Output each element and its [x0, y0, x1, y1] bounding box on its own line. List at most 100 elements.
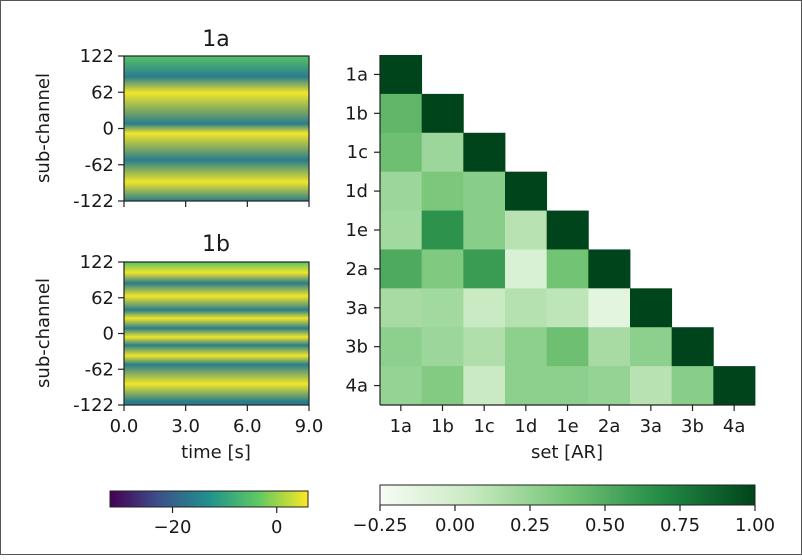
- matrix-cell-3b-1d: [505, 327, 548, 367]
- matrix-cell-4a-1e: [546, 366, 589, 406]
- matrix-cell-1e-1b: [421, 210, 464, 250]
- matrix-cell-2a-2a: [588, 249, 631, 289]
- matrix-xticks: 1a 1b 1c 1d 1e 2a 3a 3b 4a: [390, 405, 745, 437]
- colorbar-greens-tick-label: 0.00: [435, 515, 475, 536]
- matrix-cell-1b-1b: [421, 93, 464, 134]
- matrix-yticks: 1a 1b 1c 1d 1e 2a 3a 3b 4a: [345, 64, 380, 397]
- panel-1a-heatmap: [124, 56, 309, 201]
- colorbar-viridis-gradient: [110, 491, 308, 507]
- matrix-cell-1c-1a: [380, 132, 423, 173]
- matrix-cell-1d-1a: [380, 171, 423, 211]
- matrix-cell-2a-1d: [505, 249, 548, 289]
- colorbar-viridis-tick-label: 0: [271, 517, 282, 538]
- matrix-cell-2a-1c: [463, 249, 506, 289]
- matrix-cell-1e-1d: [505, 210, 548, 250]
- matrix-xtick-label: 1d: [514, 416, 537, 437]
- matrix-cell-4a-1a: [380, 366, 423, 406]
- matrix-cell-4a-1c: [463, 366, 506, 406]
- matrix-xtick-label: 4a: [723, 416, 745, 437]
- matrix-ytick-label: 3a: [346, 298, 368, 319]
- colorbar-viridis: −20 0: [109, 490, 309, 538]
- panel-1b-xtick-label: 6.0: [233, 416, 262, 437]
- matrix-cell-3a-1b: [421, 288, 464, 328]
- matrix-cell-3a-1d: [505, 288, 548, 328]
- colorbar-greens-tick-label: 0.50: [585, 515, 625, 536]
- matrix-ytick-label: 2a: [346, 259, 368, 280]
- panel-1b-ytick-label: 0: [103, 324, 114, 345]
- matrix-cell-3a-1c: [463, 288, 506, 328]
- correlation-cells: [380, 55, 756, 406]
- matrix-ytick-label: 1c: [347, 142, 368, 163]
- matrix-cell-4a-3a: [630, 366, 673, 406]
- panel-1a-ytick-label: 122: [80, 46, 114, 67]
- colorbar-greens-tick-label: 0.75: [660, 515, 700, 536]
- matrix-cell-2a-1e: [546, 249, 589, 289]
- matrix-xtick-label: 1a: [390, 416, 412, 437]
- matrix-cell-3b-1e: [546, 327, 589, 367]
- matrix-xtick-label: 3b: [681, 416, 704, 437]
- panel-1b-ytick-label: 62: [91, 288, 114, 309]
- matrix-ytick-label: 1a: [346, 64, 368, 85]
- matrix-xtick-label: 1e: [556, 416, 579, 437]
- matrix-ytick-label: 4a: [346, 376, 368, 397]
- colorbar-viridis-ticks: −20 0: [154, 507, 282, 538]
- matrix-cell-1d-1d: [505, 171, 548, 211]
- matrix-cell-1e-1a: [380, 210, 423, 250]
- matrix-cell-4a-1b: [421, 366, 464, 406]
- panel-1b-xticks: 0.0 3.0 6.0 9.0: [110, 405, 324, 437]
- matrix-xtick-label: 1c: [473, 416, 494, 437]
- panel-1b-heatmap: [124, 262, 309, 405]
- panel-1a: 1a 122 62 0 -62 -122 sub-channel: [33, 27, 310, 212]
- colorbar-greens-frame: [379, 484, 756, 506]
- panel-1b-xtick-label: 9.0: [295, 416, 324, 437]
- panel-1a-ytick-label: 62: [91, 82, 114, 103]
- matrix-xtick-label: 3a: [640, 416, 662, 437]
- colorbar-greens: −0.25 0.00 0.25 0.50 0.75 1.00: [352, 484, 775, 536]
- matrix-ytick-label: 1e: [345, 220, 368, 241]
- panel-1b: 1b 122 62 0 -62 -122 0.0 3.0 6.0 9.0 sub-channe…: [33, 232, 323, 463]
- matrix-cell-3b-1b: [421, 327, 464, 367]
- panel-1b-xlabel: time [s]: [181, 442, 251, 463]
- panel-1a-xtickmarks: [123, 201, 310, 207]
- matrix-cell-1d-1b: [421, 171, 464, 211]
- panel-1b-yticks: 122 62 0 -62 -122: [73, 252, 124, 416]
- colorbar-greens-gradient: [380, 485, 755, 505]
- matrix-xtick-label: 1b: [431, 416, 454, 437]
- matrix-cell-2a-1b: [421, 249, 464, 289]
- matrix-cell-3b-2a: [588, 327, 631, 367]
- matrix-ytick-label: 1d: [345, 181, 368, 202]
- matrix-cell-1b-1a: [380, 93, 423, 134]
- panel-1b-ylabel: sub-channel: [33, 278, 54, 388]
- matrix-cell-3a-1a: [380, 288, 423, 328]
- colorbar-greens-tick-label: −0.25: [352, 515, 407, 536]
- matrix-cell-3b-1a: [380, 327, 423, 367]
- matrix-cell-3a-1e: [546, 288, 589, 328]
- matrix-cell-3a-2a: [588, 288, 631, 328]
- colorbar-greens-tick-label: 1.00: [735, 515, 775, 536]
- matrix-cell-1c-1c: [463, 132, 506, 173]
- colorbar-greens-ticks: −0.25 0.00 0.25 0.50 0.75 1.00: [352, 505, 775, 536]
- correlation-matrix: 1a 1b 1c 1d 1e 2a 3a 3b 4a 1a 1b 1c 1d 1e 2a 3a 3b 4a se…: [345, 55, 756, 463]
- matrix-cell-2a-1a: [380, 249, 423, 289]
- matrix-ytick-label: 3b: [345, 337, 368, 358]
- panel-1a-title: 1a: [202, 27, 229, 52]
- panel-1a-ytick-label: -62: [85, 155, 114, 176]
- colorbar-greens-tick-label: 0.25: [510, 515, 550, 536]
- matrix-cell-4a-1d: [505, 366, 548, 406]
- matrix-cell-1c-1b: [421, 132, 464, 173]
- panel-1b-xtick-label: 0.0: [110, 416, 139, 437]
- matrix-cell-1d-1c: [463, 171, 506, 211]
- colorbar-viridis-tick-label: −20: [154, 517, 192, 538]
- matrix-cell-3b-3a: [630, 327, 673, 367]
- matrix-cell-1e-1c: [463, 210, 506, 250]
- matrix-xtick-label: 2a: [598, 416, 620, 437]
- matrix-xlabel: set [AR]: [531, 442, 603, 463]
- matrix-cell-1a-1a: [380, 55, 423, 95]
- panel-1b-ytick-label: 122: [80, 252, 114, 273]
- matrix-cell-4a-4a: [713, 366, 756, 406]
- panel-1a-ytick-label: -122: [73, 191, 114, 212]
- matrix-ytick-label: 1b: [345, 103, 368, 124]
- panel-1a-ylabel: sub-channel: [33, 73, 54, 183]
